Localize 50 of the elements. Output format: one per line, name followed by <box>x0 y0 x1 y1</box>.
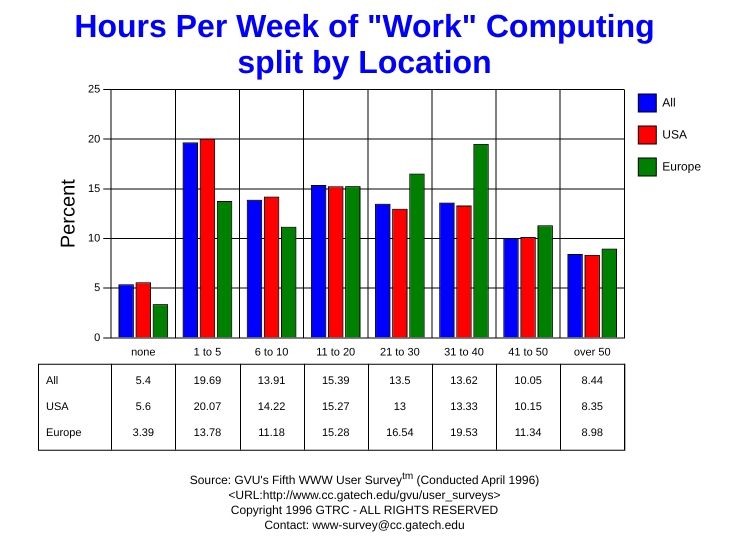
source-note: Source: GVU's Fifth WWW User Survey$^{tm}$ (Conducted April 1996) <box>188 470 540 488</box>
data-label: 13.78 <box>194 426 222 439</box>
chart-title: Hours Per Week of "Work" Computing split by Location <box>73 8 656 80</box>
data-label: 5.6 <box>136 400 151 413</box>
text: Copyright 1996 GTRC - ALL RIGHTS RESERVED <box>230 503 500 518</box>
y-tick-label: 25 <box>88 84 100 96</box>
data-label: 14.22 <box>258 400 286 413</box>
data-label: 13.5 <box>389 374 411 387</box>
data-label: 11.18 <box>258 426 285 439</box>
data-label: 15.27 <box>322 400 350 413</box>
y-tick-label: 15 <box>88 182 100 195</box>
data-label: 13.33 <box>450 400 478 413</box>
y-axis-title: Percent <box>58 178 80 248</box>
legend-label: USA <box>662 127 687 142</box>
data-label: 13.62 <box>450 374 478 387</box>
data-label: 20.07 <box>194 400 222 413</box>
x-tick-label: 6 to 10 <box>254 346 288 358</box>
legend-label: All <box>662 95 676 110</box>
data-label: 3.39 <box>132 426 154 439</box>
data-label: 13 <box>394 400 406 413</box>
data-label: 5.4 <box>136 374 151 387</box>
data-label: 8.35 <box>582 400 603 413</box>
text: Contact: www-survey@cc.gatech.edu <box>263 518 466 533</box>
text: Europe <box>46 426 82 439</box>
x-tick-label: 21 to 30 <box>380 346 420 358</box>
data-label: 15.39 <box>322 374 350 387</box>
text: <URL:http://www.cc.gatech.edu/gvu/user_surveys> <box>227 488 502 503</box>
legend-label: Europe <box>662 159 702 174</box>
y-tick-label: 10 <box>88 232 100 245</box>
x-tick-label: 1 to 5 <box>194 346 222 358</box>
text: USA <box>46 400 69 413</box>
data-label: 19.53 <box>450 426 478 439</box>
x-tick-label: 41 to 50 <box>508 346 548 358</box>
y-tick-label: 5 <box>94 282 100 294</box>
x-tick-label: none <box>131 346 156 358</box>
text: All <box>46 374 58 387</box>
data-label: 19.69 <box>194 374 222 387</box>
data-label: 13.91 <box>258 374 286 387</box>
y-tick-label: 0 <box>94 332 100 344</box>
data-label: 8.98 <box>582 426 603 439</box>
y-tick-label: 20 <box>88 133 100 146</box>
x-tick-label: 11 to 20 <box>316 346 356 358</box>
data-label: 8.44 <box>582 374 603 387</box>
data-label: 16.54 <box>386 426 414 439</box>
x-tick-label: over 50 <box>574 346 611 358</box>
data-label: 15.28 <box>322 426 350 439</box>
data-label: 10.15 <box>514 400 542 413</box>
data-label: 11.34 <box>514 426 542 439</box>
data-label: 10.05 <box>514 374 542 387</box>
x-tick-label: 31 to 40 <box>444 346 484 358</box>
